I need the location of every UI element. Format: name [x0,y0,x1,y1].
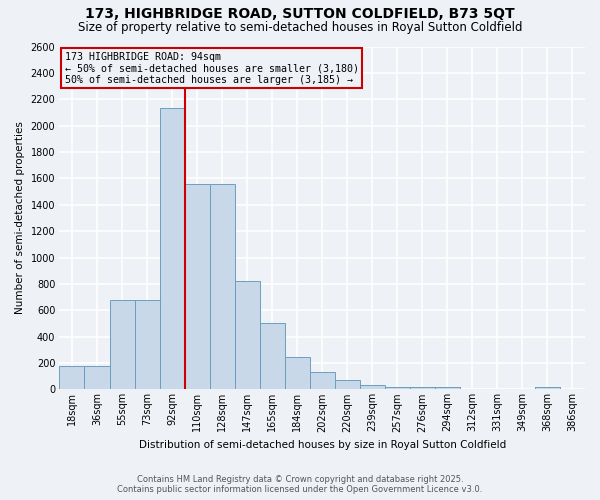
Bar [460,388,485,390]
Text: Size of property relative to semi-detached houses in Royal Sutton Coldfield: Size of property relative to semi-detach… [78,21,522,34]
Text: Contains HM Land Registry data © Crown copyright and database right 2025.
Contai: Contains HM Land Registry data © Crown c… [118,474,482,494]
Bar [59,366,85,390]
Bar [185,184,209,390]
Bar [335,380,360,390]
Bar [160,108,185,390]
Bar [410,387,435,390]
Text: 173, HIGHBRIDGE ROAD, SUTTON COLDFIELD, B73 5QT: 173, HIGHBRIDGE ROAD, SUTTON COLDFIELD, … [85,8,515,22]
Bar [284,357,310,390]
Bar [360,385,385,390]
Bar [235,281,260,390]
Bar [385,387,410,390]
Bar [209,184,235,390]
Bar [85,366,110,390]
Bar [260,324,284,390]
Bar [535,388,560,390]
Bar [310,372,335,390]
Bar [435,388,460,390]
X-axis label: Distribution of semi-detached houses by size in Royal Sutton Coldfield: Distribution of semi-detached houses by … [139,440,506,450]
Bar [134,300,160,390]
Y-axis label: Number of semi-detached properties: Number of semi-detached properties [15,122,25,314]
Bar [110,300,134,390]
Text: 173 HIGHBRIDGE ROAD: 94sqm
← 50% of semi-detached houses are smaller (3,180)
50%: 173 HIGHBRIDGE ROAD: 94sqm ← 50% of semi… [65,52,359,85]
